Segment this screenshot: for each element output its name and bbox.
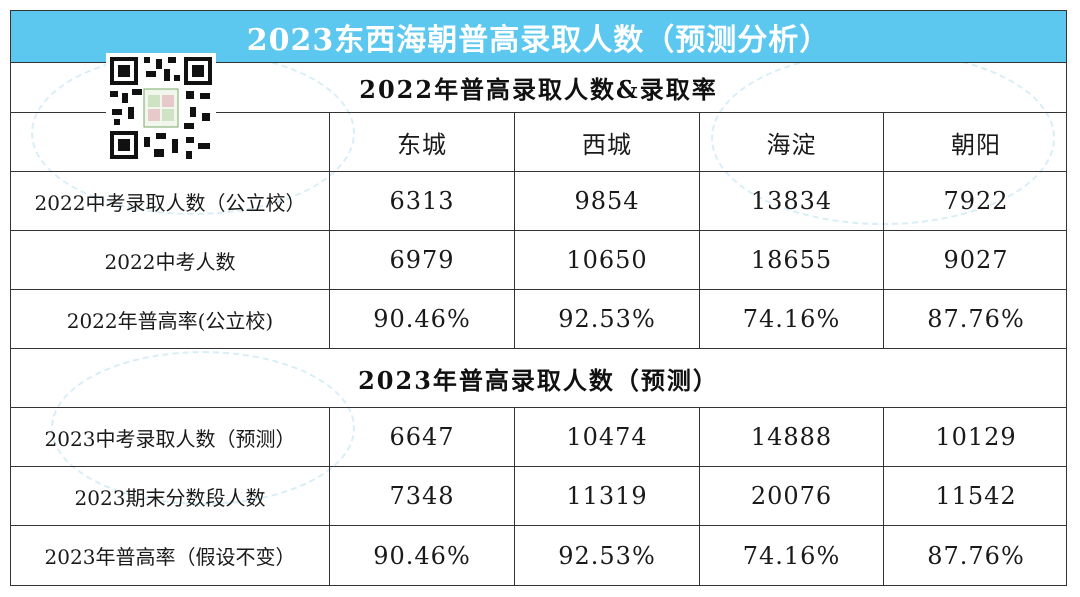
table-cell: 92.53% (515, 290, 700, 348)
table-cell: 90.46% (330, 526, 515, 585)
table-cell: 13834 (700, 172, 884, 230)
page-title: 2023东西海朝普高录取人数（预测分析） (11, 11, 1066, 63)
table-cell: 87.76% (927, 541, 1025, 570)
table-row: 2023中考录取人数（预测） 6647 10474 14888 10129 (11, 408, 1066, 467)
table-cell: 11319 (515, 467, 700, 525)
table-cell: 7922 (943, 187, 1009, 215)
table-cell: 90.46% (330, 290, 515, 348)
section1-heading: 2022年普高录取人数&录取率 (11, 63, 1066, 113)
header-row: 东城 西城 海淀 朝阳 (11, 113, 1066, 172)
row-label: 2023中考录取人数（预测） (11, 408, 330, 466)
table-cell: 20076 (700, 467, 884, 525)
qr-code-icon (106, 53, 216, 163)
row-label: 2023期末分数段人数 (11, 467, 330, 525)
col-header-xicheng: 西城 (515, 113, 700, 171)
table-cell: 74.16% (700, 526, 884, 585)
section2-heading: 2023年普高录取人数（预测） (11, 349, 1066, 408)
table-cell: 92.53% (515, 526, 700, 585)
table-cell: 10129 (935, 423, 1017, 451)
row-label: 2022中考人数 (11, 231, 330, 289)
table-cell: 7348 (330, 467, 515, 525)
row-label: 2022年普高率(公立校) (11, 290, 330, 348)
header-blank (11, 113, 330, 171)
table-row: 2022年普高率(公立校) 90.46% 92.53% 74.16% 87.76… (11, 290, 1066, 349)
row-label: 2023年普高率（假设不变） (11, 526, 330, 585)
table-cell: 10474 (515, 408, 700, 466)
table-cell: 18655 (700, 231, 884, 289)
table-cell: 9854 (515, 172, 700, 230)
row-label: 2022中考录取人数（公立校） (11, 172, 330, 230)
table-cell: 6313 (330, 172, 515, 230)
col-header-haidian: 海淀 (700, 113, 884, 171)
table-row: 2022中考人数 6979 10650 18655 9027 (11, 231, 1066, 290)
table-row: 2022中考录取人数（公立校） 6313 9854 13834 7922 (11, 172, 1066, 231)
table-cell: 9027 (943, 246, 1009, 274)
table-cell: 6647 (330, 408, 515, 466)
table-row: 2023年普高率（假设不变） 90.46% 92.53% 74.16% 87.7… (11, 526, 1066, 585)
table-cell: 6979 (330, 231, 515, 289)
table-row: 2023期末分数段人数 7348 11319 20076 11542 (11, 467, 1066, 526)
table-frame: 2023东西海朝普高录取人数（预测分析） 2022年普高录取人数&录取率 东城 … (10, 10, 1067, 586)
table-cell: 14888 (700, 408, 884, 466)
table-cell: 87.76% (927, 305, 1025, 333)
table-cell: 11542 (935, 482, 1017, 510)
table-cell: 10650 (515, 231, 700, 289)
table-cell: 74.16% (700, 290, 884, 348)
col-header-chaoyang: 朝阳 (951, 130, 1001, 159)
col-header-dongcheng: 东城 (330, 113, 515, 171)
